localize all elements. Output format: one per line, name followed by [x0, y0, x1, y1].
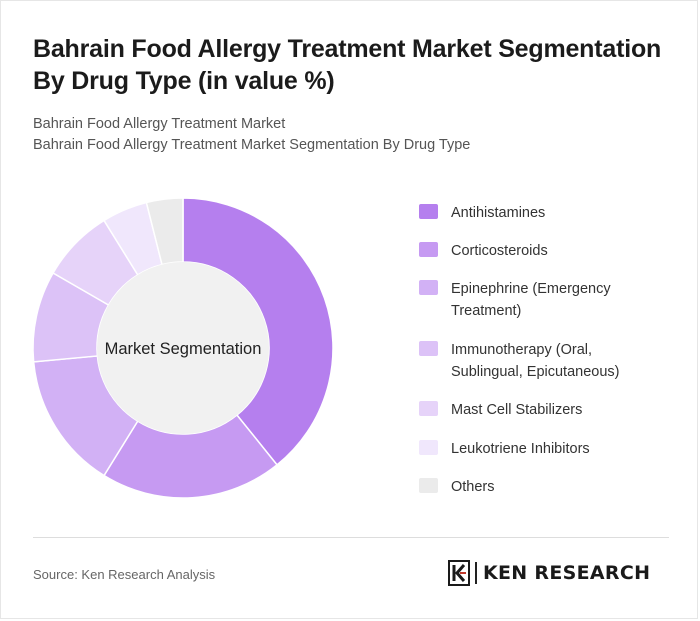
legend-swatch	[419, 440, 438, 455]
logo-separator	[475, 562, 477, 584]
legend-item: Mast Cell Stabilizers	[419, 399, 661, 421]
legend-swatch	[419, 204, 438, 219]
legend-label: Mast Cell Stabilizers	[451, 402, 583, 418]
legend-item: Others	[419, 476, 661, 498]
legend-label: Corticosteroids	[451, 243, 548, 259]
legend-item: Leukotriene Inhibitors	[419, 438, 661, 460]
legend-swatch	[419, 280, 438, 295]
chart-subtitle-segmentation: Bahrain Food Allergy Treatment Market Se…	[33, 137, 471, 153]
footer-divider	[33, 537, 669, 538]
legend-label: Leukotriene Inhibitors	[451, 441, 590, 457]
legend-label: Immunotherapy (Oral, Sublingual, Epicuta…	[451, 342, 620, 380]
legend-item: Antihistamines	[419, 202, 661, 224]
ken-research-logo-icon	[448, 560, 470, 586]
legend-label: Antihistamines	[451, 205, 546, 221]
logo-text: KEN RESEARCH	[483, 562, 651, 584]
chart-title: Bahrain Food Allergy Treatment Market Se…	[33, 35, 662, 95]
legend-label: Epinephrine (Emergency Treatment)	[451, 281, 611, 319]
donut-hole	[97, 262, 269, 434]
chart-subtitle-market: Bahrain Food Allergy Treatment Market	[33, 116, 286, 132]
donut-chart: Market Segmentation	[32, 197, 334, 499]
legend-swatch	[419, 401, 438, 416]
legend-item: Immunotherapy (Oral, Sublingual, Epicuta…	[419, 339, 661, 383]
legend-item: Corticosteroids	[419, 240, 661, 262]
donut-slices	[32, 197, 334, 499]
legend-label: Others	[451, 479, 495, 495]
ken-research-logo: KEN RESEARCH	[448, 560, 650, 586]
legend-swatch	[419, 341, 438, 356]
donut-center-label: Market Segmentation	[105, 340, 262, 358]
legend-item: Epinephrine (Emergency Treatment)	[419, 278, 661, 322]
legend-swatch	[419, 242, 438, 257]
source-note: Source: Ken Research Analysis	[33, 567, 216, 582]
legend-swatch	[419, 478, 438, 493]
